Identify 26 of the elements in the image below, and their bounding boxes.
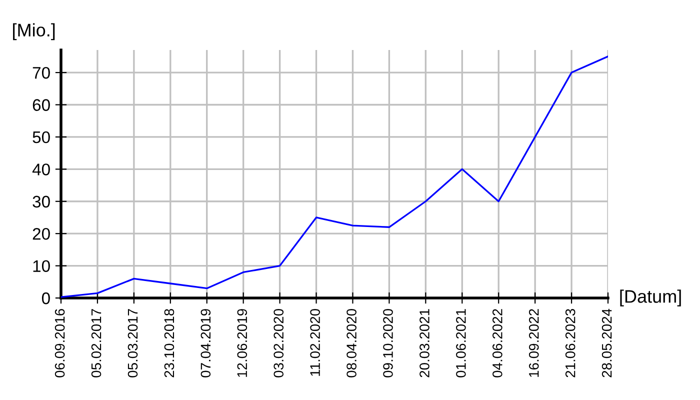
x-tick-label: 05.02.2017 [91,309,102,378]
x-tick-label: 16.09.2022 [528,309,539,377]
x-tick-label: 12.06.2019 [237,309,248,377]
x-axis-title: [Datum] [620,290,681,306]
x-tick-label: 03.02.2020 [274,308,284,378]
x-tick-label: 07.04.2019 [200,309,211,378]
x-tick-label: 23.10.2018 [164,309,174,378]
x-tick-label: 08.04.2020 [346,308,356,378]
y-tick-label: 30 [32,196,50,208]
x-tick-label: 11.02.2020 [310,308,320,376]
x-tick-label: 01.06.2021 [456,309,466,378]
x-tick-label: 28.05.2024 [602,308,612,378]
x-tick-label: 20.03.2021 [420,309,430,378]
y-tick-label: 10 [33,260,50,272]
y-axis-title: [Mio.] [13,23,55,40]
y-tick-label: 40 [32,164,50,176]
x-tick-label: 21.06.2023 [565,309,576,378]
x-tick-label: 05.03.2017 [128,309,138,378]
x-tick-label: 04.06.2022 [492,309,502,378]
y-tick-label: 50 [32,131,50,144]
x-tick-label: 09.10.2020 [383,308,393,378]
y-tick-label: 70 [32,66,50,79]
y-tick-label: 60 [32,99,50,111]
y-tick-label: 0 [42,292,50,304]
y-tick-label: 20 [32,228,50,240]
x-tick-label: 06.09.2016 [54,309,65,378]
